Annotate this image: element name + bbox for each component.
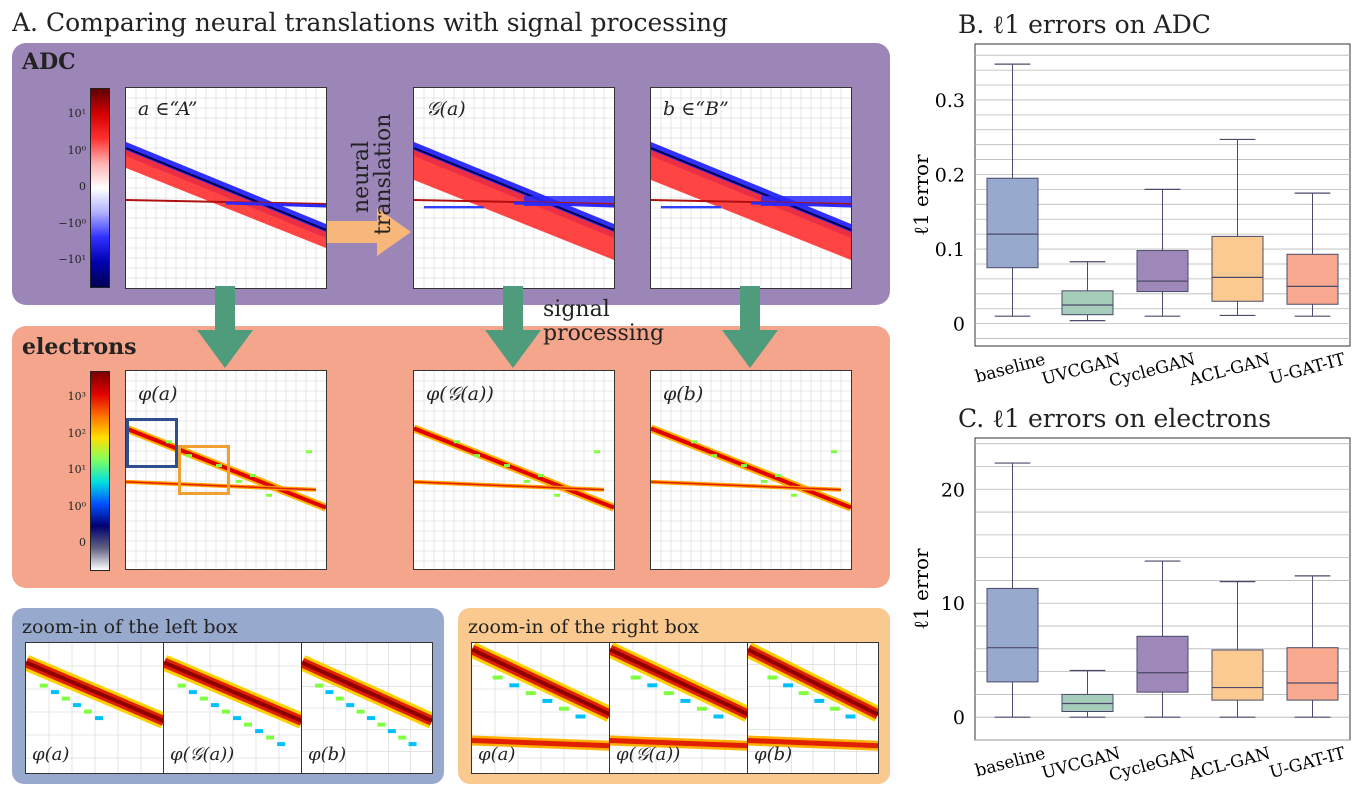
signal-processing-label: signal processing — [543, 298, 664, 346]
adc-panel-a-label: a ∈“A” — [138, 98, 198, 120]
signal-arrow-2 — [485, 286, 541, 368]
signal-arrow-1 — [197, 286, 253, 368]
x-tick-label: U-GAT-IT — [1267, 349, 1348, 389]
x-tick-label: U-GAT-IT — [1267, 743, 1348, 783]
zoom-left-b-label: φ(b) — [308, 744, 347, 765]
chart-c-title: C. ℓ1 errors on electrons — [958, 404, 1272, 433]
signal-word: signal — [543, 297, 610, 322]
box-baseline — [986, 63, 1039, 317]
zoom-left-a: φ(a) — [25, 642, 165, 774]
left-zoom-box — [126, 418, 178, 468]
zoom-left-b: φ(b) — [301, 642, 433, 774]
y-tick-label: 10 — [941, 593, 965, 615]
electron-colorbar — [90, 371, 110, 571]
adc-label: ADC — [22, 49, 76, 75]
zoom-left-ga-label: φ(𝒢(a)) — [170, 744, 235, 765]
zoom-right-b: φ(b) — [747, 642, 879, 774]
electron-panel-a-label: φ(a) — [138, 383, 178, 405]
adc-colorbar — [90, 88, 110, 288]
box-acl-gan — [1211, 138, 1264, 317]
colorbar-tick-label: 0 — [79, 180, 86, 193]
chart-b-title: B. ℓ1 errors on ADC — [958, 10, 1211, 39]
colorbar-tick-label: 10¹ — [67, 463, 86, 476]
colorbar-tick-label: 10¹ — [67, 107, 86, 120]
electron-panel-ga: φ(𝒢(a)) — [413, 370, 615, 570]
y-tick-label: 0.1 — [935, 239, 965, 261]
box-acl-gan — [1211, 580, 1264, 718]
y-axis-label: ℓ1 error — [909, 548, 933, 630]
y-tick-label: 20 — [941, 479, 965, 501]
panel-a-title: A. Comparing neural translations with si… — [12, 8, 729, 37]
colorbar-tick-label: 10² — [67, 426, 86, 440]
zoom-left-section: zoom-in of the left box φ(a) φ(𝒢(a)) φ(b… — [12, 608, 444, 784]
colorbar-tick-label: 10⁰ — [67, 143, 86, 157]
box-uvcgan — [1061, 261, 1114, 322]
box-cyclegan — [1136, 188, 1189, 317]
electron-panel-b-label: φ(b) — [663, 383, 704, 405]
signal-arrow-3 — [722, 286, 778, 368]
processing-word: processing — [543, 321, 665, 346]
y-axis-label: ℓ1 error — [909, 154, 933, 236]
zoom-right-section: zoom-in of the right box φ(a) φ(𝒢(a)) φ(… — [458, 608, 890, 784]
electron-panel-b: φ(b) — [650, 370, 852, 570]
x-tick-label: baseline — [973, 744, 1047, 782]
y-tick-label: 0.2 — [935, 164, 965, 186]
neural-translation-arrow — [327, 208, 411, 256]
colorbar-tick-label: 10³ — [67, 390, 86, 403]
x-tick-label: CycleGAN — [1107, 743, 1198, 785]
zoom-left-ga: φ(𝒢(a)) — [163, 642, 303, 774]
y-tick-label: 0 — [953, 707, 965, 729]
box-uvcgan — [1061, 669, 1114, 718]
y-tick-label: 0 — [953, 314, 965, 336]
box-u-gat-it — [1286, 192, 1339, 317]
right-zoom-box — [178, 445, 230, 495]
neural-translation-label: neural translation — [349, 114, 396, 235]
zoom-right-title: zoom-in of the right box — [468, 616, 699, 638]
adc-panel-a: a ∈“A” — [125, 87, 327, 289]
zoom-right-a: φ(a) — [471, 642, 611, 774]
box-u-gat-it — [1286, 575, 1339, 718]
box-cyclegan — [1136, 560, 1189, 718]
zoom-right-ga: φ(𝒢(a)) — [609, 642, 749, 774]
electron-panel-ga-label: φ(𝒢(a)) — [426, 383, 494, 405]
zoom-right-ga-label: φ(𝒢(a)) — [616, 744, 681, 765]
colorbar-tick-label: 0 — [79, 536, 86, 549]
adc-panel-b-label: b ∈“B” — [663, 98, 729, 120]
zoom-right-a-label: φ(a) — [478, 744, 516, 765]
adc-panel-ga: 𝒢(a) — [413, 87, 615, 289]
electron-panel-a: φ(a) — [125, 370, 327, 570]
colorbar-tick-label: 10⁰ — [67, 499, 86, 513]
x-tick-label: CycleGAN — [1107, 349, 1198, 391]
chart-b: 00.10.20.3ℓ1 errorbaselineUVCGANCycleGAN… — [909, 43, 1351, 392]
x-tick-label: ACL-GAN — [1186, 743, 1272, 784]
colorbar-tick-label: −10⁰ — [58, 216, 86, 230]
translation-word: translation — [371, 113, 396, 235]
electrons-label: electrons — [22, 334, 137, 360]
x-tick-label: ACL-GAN — [1186, 349, 1272, 390]
y-tick-label: 0.3 — [935, 90, 965, 112]
zoom-left-title: zoom-in of the left box — [22, 616, 238, 638]
colorbar-tick-label: −10¹ — [58, 253, 86, 266]
x-tick-label: baseline — [973, 350, 1047, 388]
adc-panel-b: b ∈“B” — [650, 87, 852, 289]
adc-panel-ga-label: 𝒢(a) — [426, 98, 466, 120]
zoom-left-a-label: φ(a) — [32, 744, 70, 765]
box-baseline — [986, 462, 1039, 718]
zoom-right-b-label: φ(b) — [754, 744, 793, 765]
